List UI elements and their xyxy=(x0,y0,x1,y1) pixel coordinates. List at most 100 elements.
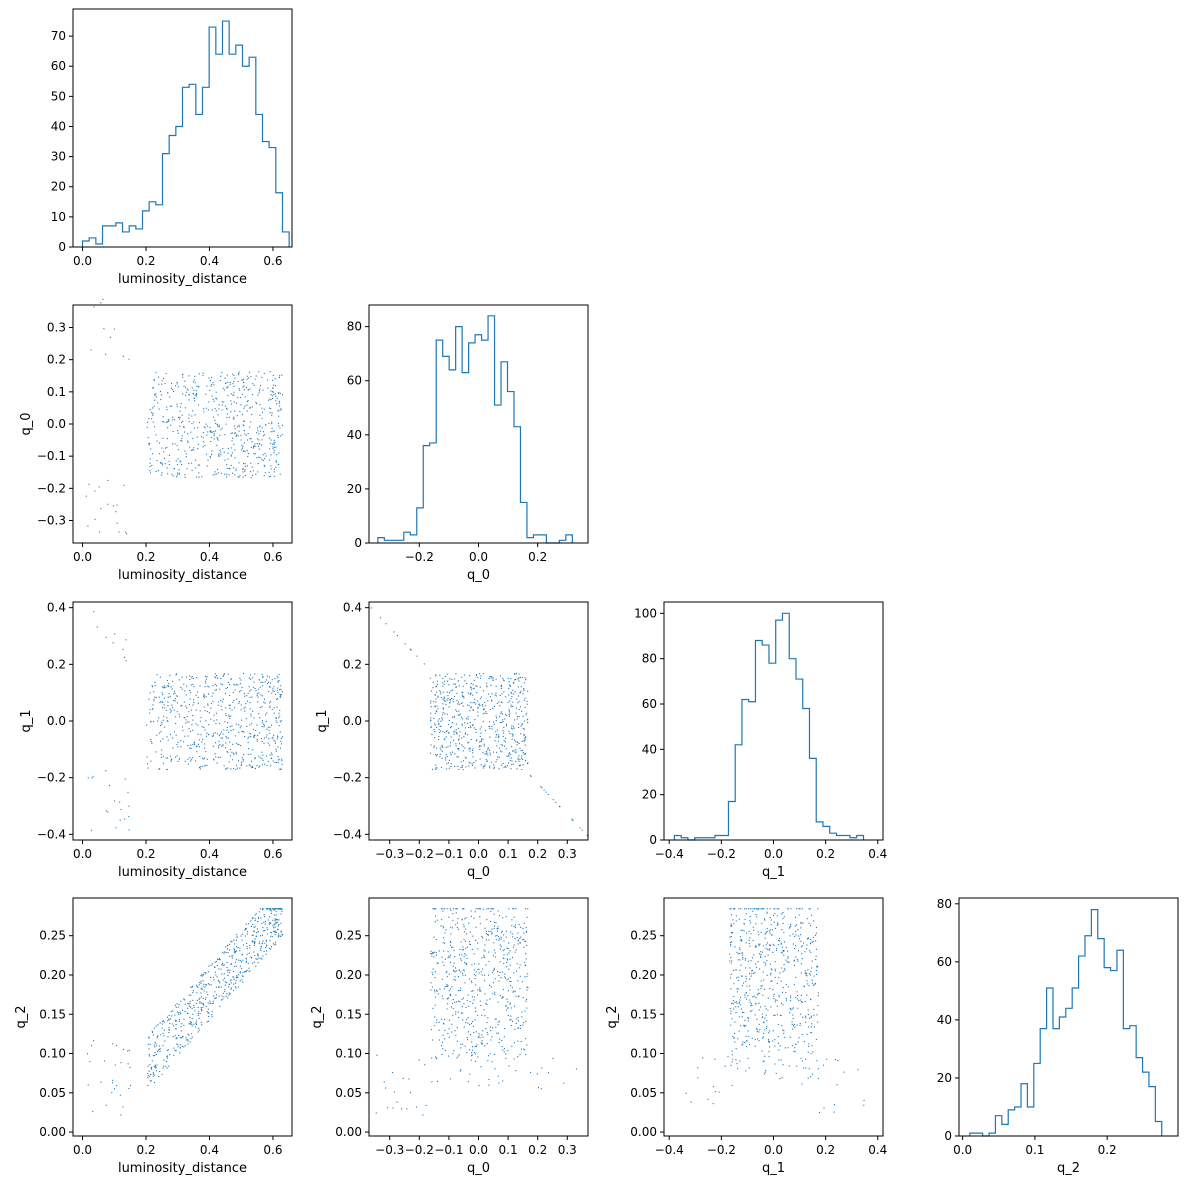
scatter-point xyxy=(735,1001,737,1003)
scatter-point xyxy=(274,740,276,742)
scatter-point xyxy=(155,1070,158,1072)
scatter-point xyxy=(147,1073,149,1075)
scatter-point xyxy=(275,943,277,945)
scatter-point xyxy=(185,685,188,687)
scatter-point xyxy=(526,763,529,765)
scatter-point xyxy=(172,747,174,749)
scatter-point xyxy=(112,505,115,507)
scatter-point xyxy=(224,473,226,475)
hist-step-line-q_0 xyxy=(377,315,573,544)
scatter-point xyxy=(277,736,279,738)
scatter-point xyxy=(238,424,240,426)
scatter-point xyxy=(280,685,282,687)
scatter-point xyxy=(834,1058,837,1061)
scatter-point xyxy=(504,765,506,767)
scatter-point xyxy=(744,994,746,996)
scatter-point xyxy=(238,430,240,432)
scatter-point xyxy=(253,453,255,455)
scatter-points-q_2-vs-q_0 xyxy=(375,908,578,1116)
scatter-point xyxy=(207,409,209,411)
scatter-q_2-vs-q_1-ytick-label: 0.05 xyxy=(630,1086,657,1100)
scatter-point xyxy=(231,432,233,434)
scatter-point xyxy=(216,438,219,440)
scatter-point xyxy=(434,1056,437,1058)
scatter-point xyxy=(510,698,512,700)
scatter-point xyxy=(782,1004,784,1006)
scatter-point xyxy=(752,996,754,998)
scatter-point xyxy=(442,731,444,733)
scatter-point xyxy=(251,414,253,416)
scatter-point xyxy=(242,672,245,674)
scatter-point xyxy=(124,656,126,658)
scatter-point xyxy=(159,1071,161,1073)
scatter-point xyxy=(763,979,765,981)
scatter-point xyxy=(175,756,177,758)
scatter-point xyxy=(252,923,254,926)
scatter-point xyxy=(732,1058,734,1060)
scatter-point xyxy=(514,691,516,693)
scatter-point xyxy=(244,971,246,973)
scatter-point xyxy=(232,437,234,439)
scatter-point xyxy=(487,747,489,749)
scatter-point xyxy=(222,744,224,746)
scatter-point xyxy=(517,943,519,945)
scatter-point xyxy=(525,1000,527,1002)
scatter-point xyxy=(464,982,466,984)
scatter-point xyxy=(257,696,259,698)
scatter-point xyxy=(264,920,267,922)
scatter-point xyxy=(439,747,441,749)
scatter-point xyxy=(116,522,118,524)
scatter-point xyxy=(463,938,465,941)
scatter-point xyxy=(449,698,451,700)
scatter-point xyxy=(495,736,497,738)
scatter-point xyxy=(464,722,466,724)
scatter-point xyxy=(277,422,279,424)
scatter-point xyxy=(505,1057,507,1059)
scatter-point xyxy=(482,705,484,707)
scatter-point xyxy=(152,720,155,723)
scatter-point xyxy=(237,760,240,762)
scatter-point xyxy=(271,395,273,397)
scatter-point xyxy=(477,1014,479,1016)
hist-q_2-xtick-label: 0.1 xyxy=(1025,1143,1044,1157)
scatter-point xyxy=(458,749,460,751)
scatter-points-q_2-vs-q_1 xyxy=(685,908,865,1113)
scatter-point xyxy=(463,736,465,738)
scatter-point xyxy=(457,918,459,920)
scatter-point xyxy=(263,915,266,918)
scatter-point xyxy=(415,1106,418,1108)
scatter-point xyxy=(508,752,510,754)
scatter-point xyxy=(454,683,457,685)
scatter-point xyxy=(263,408,265,410)
scatter-point xyxy=(503,679,505,681)
scatter-point xyxy=(503,740,505,742)
scatter-point xyxy=(516,698,518,700)
scatter-point xyxy=(758,1023,760,1025)
scatter-point xyxy=(510,1019,512,1021)
scatter-point xyxy=(279,473,281,475)
scatter-point xyxy=(214,997,216,999)
scatter-point xyxy=(264,472,266,474)
scatter-point xyxy=(161,749,163,751)
scatter-point xyxy=(457,1011,459,1013)
scatter-point xyxy=(230,403,233,405)
scatter-point xyxy=(156,734,158,736)
scatter-point xyxy=(434,712,436,714)
scatter-point xyxy=(457,701,459,703)
scatter-point xyxy=(740,908,742,910)
scatter-point xyxy=(243,420,245,422)
scatter-point xyxy=(477,948,479,950)
scatter-point xyxy=(431,726,433,728)
scatter-point xyxy=(518,923,520,926)
scatter-point xyxy=(255,401,257,403)
scatter-point xyxy=(471,725,474,727)
scatter-point xyxy=(274,742,277,744)
scatter-point xyxy=(172,1023,174,1025)
scatter-point xyxy=(472,935,474,937)
scatter-point xyxy=(749,1043,751,1046)
scatter-point xyxy=(537,1087,540,1089)
scatter-point xyxy=(801,953,803,955)
scatter-point xyxy=(181,704,183,707)
scatter-point xyxy=(442,910,444,912)
scatter-point xyxy=(499,1038,501,1040)
